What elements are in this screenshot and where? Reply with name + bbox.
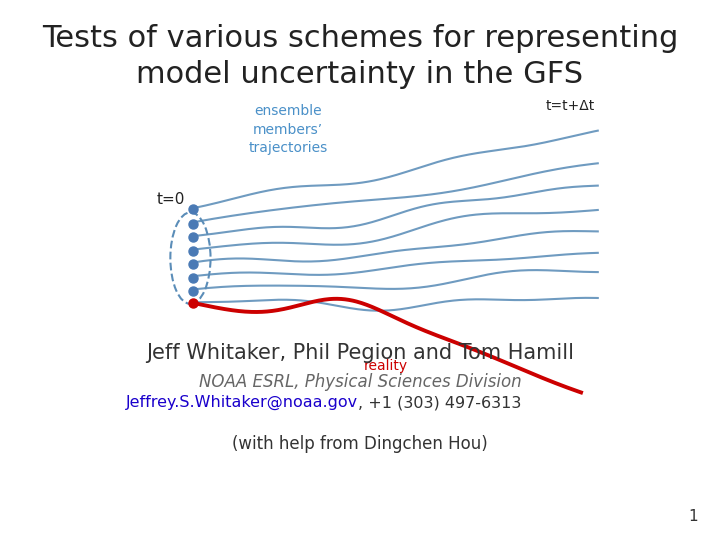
Text: ensemble
members’
trajectories: ensemble members’ trajectories (248, 104, 328, 155)
Text: NOAA ESRL, Physical Sciences Division: NOAA ESRL, Physical Sciences Division (199, 373, 521, 390)
Text: Jeff Whitaker, Phil Pegion and Tom Hamill: Jeff Whitaker, Phil Pegion and Tom Hamil… (146, 343, 574, 363)
Text: t=0: t=0 (157, 192, 185, 207)
Text: reality: reality (364, 359, 408, 373)
Text: , +1 (303) 497-6313: , +1 (303) 497-6313 (358, 395, 521, 410)
Text: t=t+Δt: t=t+Δt (545, 99, 595, 113)
Text: 1: 1 (689, 509, 698, 524)
Text: Tests of various schemes for representing
model uncertainty in the GFS: Tests of various schemes for representin… (42, 24, 678, 89)
Text: (with help from Dingchen Hou): (with help from Dingchen Hou) (232, 435, 488, 453)
Text: Jeffrey.S.Whitaker@noaa.gov: Jeffrey.S.Whitaker@noaa.gov (126, 395, 358, 410)
